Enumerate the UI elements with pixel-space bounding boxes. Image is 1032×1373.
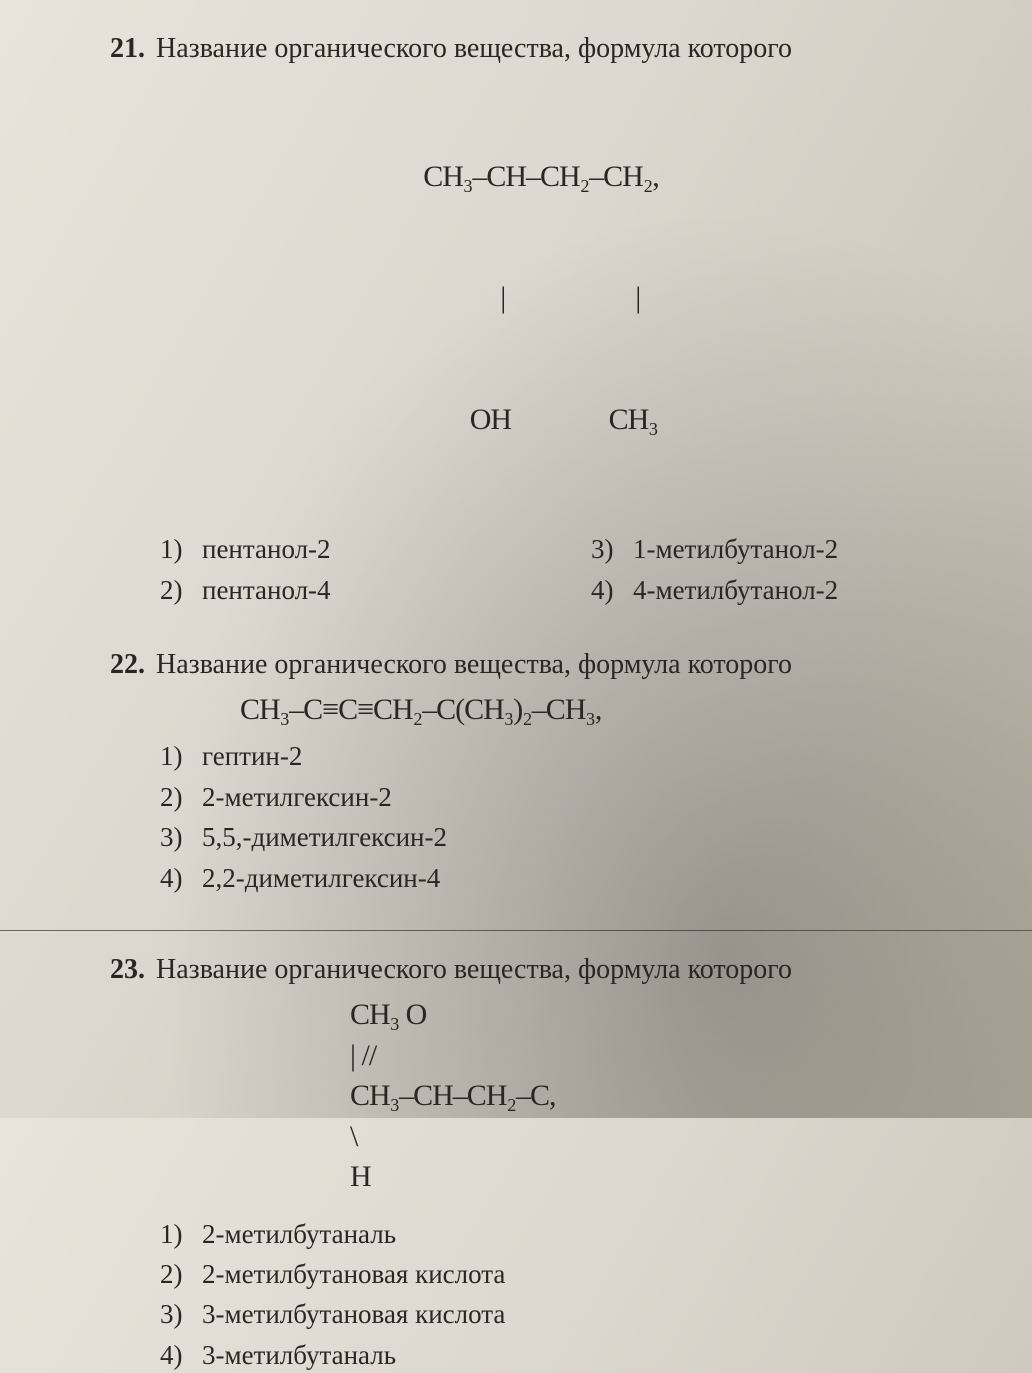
formula-line: | | [110, 278, 972, 319]
answer-option: 2) 2-метилгексин-2 [160, 779, 972, 815]
answer-number: 3) [591, 531, 633, 567]
answer-list: 1) пентанол-2 3) 1-метилбутанол-2 2) пен… [110, 531, 972, 612]
formula-line: CH₃ O [350, 995, 972, 1036]
question-prompt: Название органического вещества, формула… [156, 30, 792, 68]
answer-number: 2) [160, 779, 202, 815]
answer-text: 2-метилбутаналь [202, 1216, 396, 1252]
answer-number: 4) [591, 572, 633, 608]
answer-text: пентанол-2 [202, 531, 331, 567]
answer-option: 3) 1-метилбутанол-2 [591, 531, 972, 567]
structural-formula: CH₃–CH–CH₂–CH₂, | | OH CH₃ [110, 76, 972, 522]
answer-number: 4) [160, 1337, 202, 1373]
answer-option: 1) 2-метилбутаналь [160, 1216, 972, 1252]
answer-number: 3) [160, 1296, 202, 1332]
answer-option: 3) 5,5,-диметилгексин-2 [160, 819, 972, 855]
formula-line: H [350, 1157, 972, 1198]
formula-line: | // [350, 1036, 972, 1077]
answer-number: 4) [160, 860, 202, 896]
answer-text: 2-метилгексин-2 [202, 779, 392, 815]
answer-number: 2) [160, 1256, 202, 1292]
answer-number: 1) [160, 531, 202, 567]
answer-list: 1) 2-метилбутаналь 2) 2-метилбутановая к… [110, 1216, 972, 1373]
question-21: 21. Название органического вещества, фор… [110, 30, 972, 612]
answer-text: 3-метилбутановая кислота [202, 1296, 505, 1332]
answer-text: гептин-2 [202, 738, 302, 774]
question-prompt: Название органического вещества, формула… [156, 951, 792, 989]
answer-option: 1) пентанол-2 [160, 531, 541, 567]
question-number: 21. [110, 30, 156, 68]
answer-option: 3) 3-метилбутановая кислота [160, 1296, 972, 1332]
formula-line: OH CH₃ [110, 400, 972, 441]
answer-text: пентанол-4 [202, 572, 331, 608]
question-number: 23. [110, 951, 156, 989]
answer-option: 2) 2-метилбутановая кислота [160, 1256, 972, 1292]
formula-line: \ [350, 1117, 972, 1158]
answer-text: 5,5,-диметилгексин-2 [202, 819, 447, 855]
answer-option: 4) 4-метилбутанол-2 [591, 572, 972, 608]
prompt-row: 22. Название органического вещества, фор… [110, 646, 972, 684]
answer-option: 2) пентанол-4 [160, 572, 541, 608]
answer-list: 1) гептин-2 2) 2-метилгексин-2 3) 5,5,-д… [110, 738, 972, 896]
answer-text: 2-метилбутановая кислота [202, 1256, 505, 1292]
prompt-row: 21. Название органического вещества, фор… [110, 30, 972, 68]
answer-number: 1) [160, 738, 202, 774]
formula-line: CH₃–CH–CH₂–CH₂, [110, 157, 972, 198]
answer-option: 4) 3-метилбутаналь [160, 1337, 972, 1373]
structural-formula: CH₃–C≡C≡CH₂–C(CH₃)₂–CH₃, [240, 690, 972, 731]
answer-text: 1-метилбутанол-2 [633, 531, 838, 567]
structural-formula: CH₃ O | // CH₃–CH–CH₂–C, \ H [350, 995, 972, 1198]
answer-number: 3) [160, 819, 202, 855]
divider-line [0, 930, 1032, 931]
answer-text: 2,2-диметилгексин-4 [202, 860, 440, 896]
prompt-row: 23. Название органического вещества, фор… [110, 951, 972, 989]
answer-number: 1) [160, 1216, 202, 1252]
answer-number: 2) [160, 572, 202, 608]
question-prompt: Название органического вещества, формула… [156, 646, 792, 684]
answer-option: 1) гептин-2 [160, 738, 972, 774]
answer-text: 4-метилбутанол-2 [633, 572, 838, 608]
answer-option: 4) 2,2-диметилгексин-4 [160, 860, 972, 896]
question-number: 22. [110, 646, 156, 684]
question-23: 23. Название органического вещества, фор… [110, 951, 972, 1373]
answer-text: 3-метилбутаналь [202, 1337, 396, 1373]
formula-line: CH₃–CH–CH₂–C, [350, 1076, 972, 1117]
question-22: 22. Название органического вещества, фор… [110, 646, 972, 896]
